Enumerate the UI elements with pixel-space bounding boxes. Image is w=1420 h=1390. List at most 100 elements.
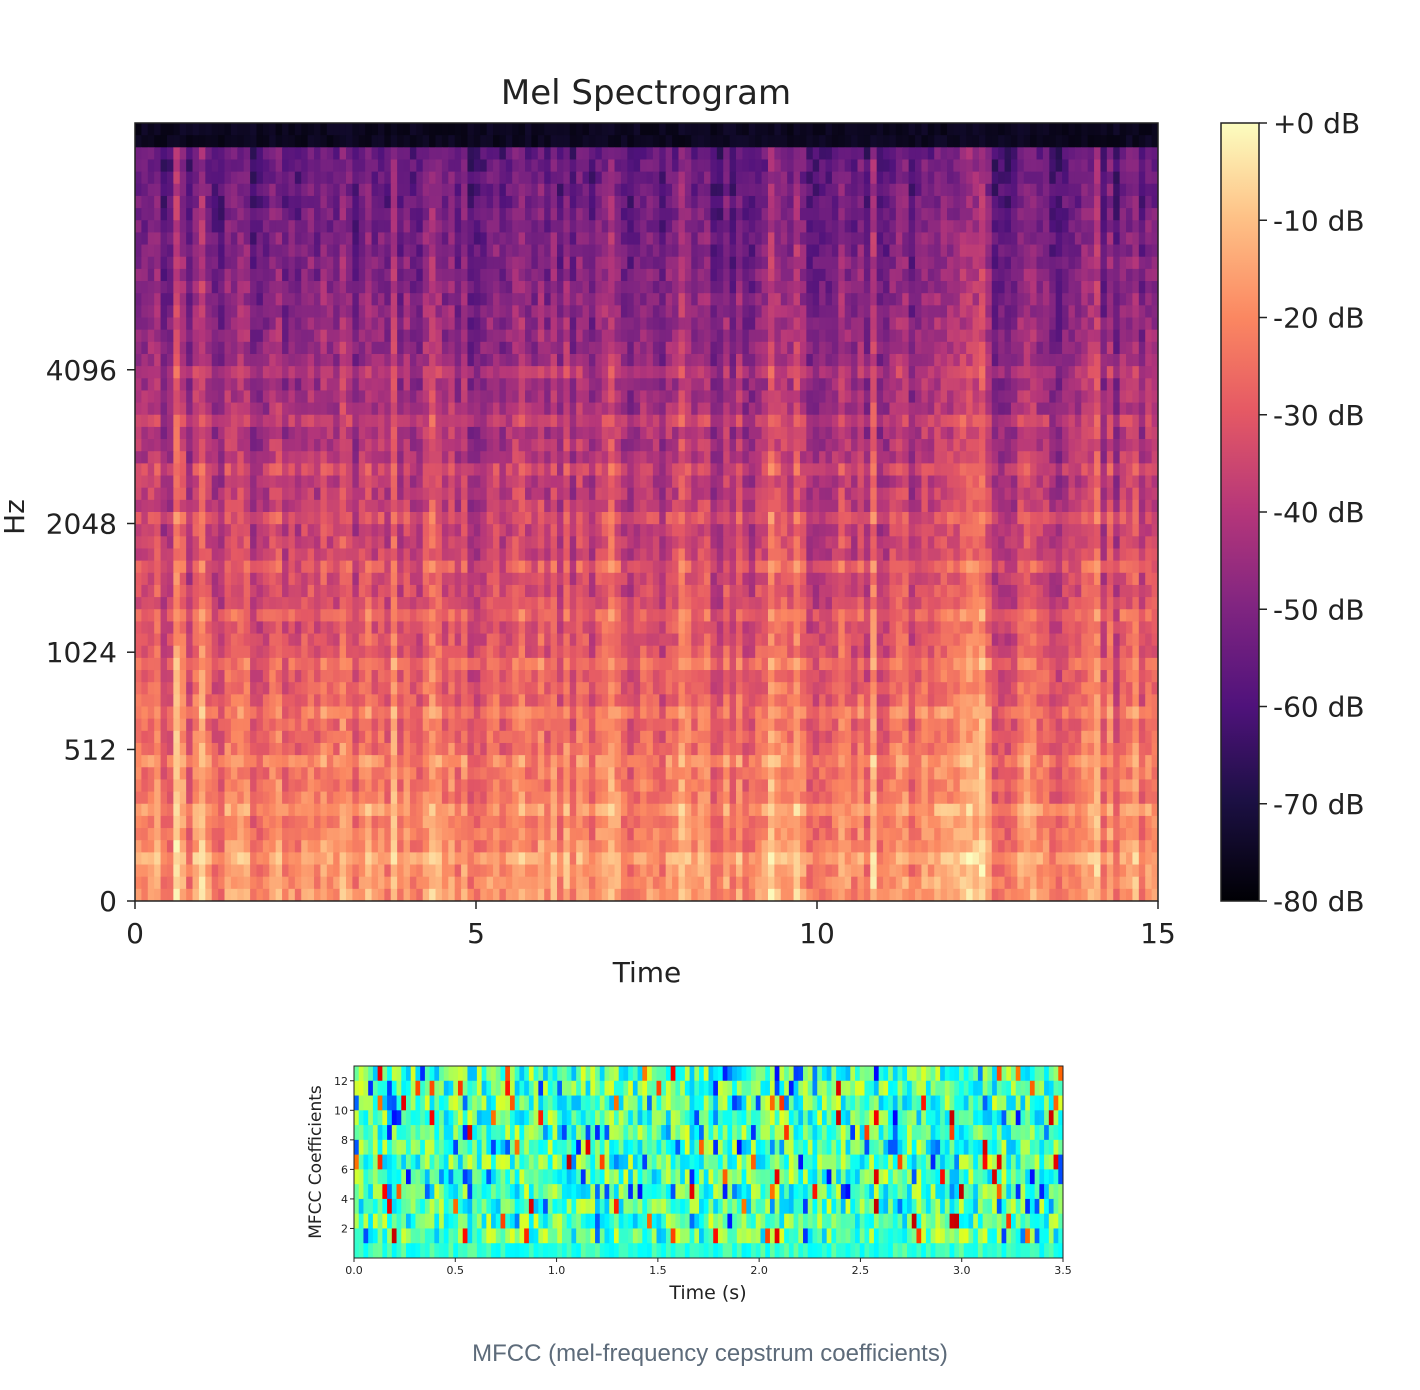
- mel-cell: [269, 195, 277, 209]
- mel-cell: [1113, 439, 1121, 452]
- mel-cell: [326, 499, 334, 513]
- mel-cell: [250, 414, 258, 428]
- mel-cell: [563, 317, 571, 331]
- mel-cell: [537, 329, 545, 343]
- mel-cell: [467, 159, 475, 173]
- mel-cell: [365, 268, 373, 282]
- mel-cell: [838, 256, 846, 270]
- mel-cell: [307, 256, 315, 270]
- mel-cell: [1151, 171, 1158, 185]
- mel-cell: [179, 317, 187, 331]
- mel-cell: [1113, 414, 1121, 428]
- mel-cell: [799, 402, 807, 416]
- mel-cell: [646, 293, 654, 306]
- mel-cell: [147, 463, 155, 477]
- mel-cell: [659, 183, 667, 197]
- mel-cell: [224, 171, 232, 185]
- mel-cell: [947, 244, 954, 258]
- mel-cell: [595, 220, 603, 234]
- mel-cell: [250, 487, 258, 501]
- mel-cell: [294, 475, 302, 489]
- mel-cell: [358, 317, 366, 331]
- mel-cell: [493, 305, 501, 319]
- mel-cell: [1151, 378, 1158, 392]
- mel-cell: [262, 147, 270, 161]
- mel-cell: [186, 256, 194, 270]
- mel-cell: [716, 293, 724, 306]
- mel-cell: [691, 183, 699, 197]
- mel-cell: [397, 366, 405, 379]
- mel-cell: [1126, 183, 1134, 197]
- mel-cell: [838, 268, 846, 282]
- mel-cell: [755, 281, 763, 294]
- mel-cell: [953, 329, 961, 343]
- mel-cell: [665, 244, 673, 258]
- mel-cell: [486, 487, 494, 501]
- mel-cell: [1087, 159, 1095, 173]
- mel-cell: [940, 147, 948, 161]
- mel-cell: [371, 220, 379, 234]
- mel-cell: [186, 232, 194, 246]
- mel-cell: [198, 159, 206, 173]
- mel-cell: [467, 256, 475, 270]
- mel-cell: [736, 475, 743, 489]
- mel-cell: [780, 244, 788, 258]
- mel-cell: [959, 147, 967, 161]
- mel-cell: [652, 135, 660, 148]
- mel-cell: [467, 353, 475, 367]
- mel-cell: [870, 123, 878, 136]
- mel-cell: [704, 268, 712, 282]
- mel-cell: [493, 329, 501, 343]
- mel-cell: [710, 147, 718, 161]
- mel-cell: [1106, 147, 1114, 161]
- mel-cell: [531, 390, 539, 404]
- mel-cell: [390, 147, 398, 161]
- mel-cell: [998, 208, 1006, 221]
- mel-cell: [1010, 244, 1018, 258]
- mel-title: Mel Spectrogram: [501, 73, 791, 113]
- mel-cell: [569, 378, 577, 392]
- mel-cell: [1106, 171, 1114, 185]
- mel-cell: [377, 123, 385, 136]
- mel-cell: [256, 281, 264, 294]
- mel-cell: [895, 414, 903, 428]
- mel-cell: [282, 232, 290, 246]
- mel-cell: [576, 147, 584, 161]
- mel-cell: [947, 487, 954, 501]
- mel-cell: [473, 195, 481, 209]
- mel-cell: [384, 220, 392, 234]
- mel-cell: [748, 353, 756, 367]
- mel-cell: [1036, 487, 1044, 501]
- mel-cell: [282, 147, 290, 161]
- mel-cell: [978, 439, 986, 452]
- mel-cell: [863, 183, 871, 197]
- mel-cell: [883, 341, 891, 355]
- mel-cell: [345, 293, 353, 306]
- mel-cell: [697, 281, 705, 294]
- mel-cell: [1106, 475, 1114, 489]
- mel-cell: [1094, 390, 1102, 404]
- mel-cell: [1145, 329, 1153, 343]
- mel-cell: [1036, 208, 1044, 221]
- mel-cell: [397, 463, 405, 477]
- mel-cell: [230, 293, 238, 306]
- mel-cell: [857, 256, 865, 270]
- mel-cell: [966, 232, 974, 246]
- mel-cell: [218, 366, 226, 379]
- mel-cell: [972, 195, 980, 209]
- mel-cell: [262, 499, 270, 513]
- mel-cell: [998, 353, 1006, 367]
- mel-cell: [806, 232, 814, 246]
- mel-cell: [211, 232, 219, 246]
- mel-cell: [256, 463, 264, 477]
- mel-cell: [294, 244, 302, 258]
- mel-cell: [218, 439, 226, 452]
- mel-cell: [416, 195, 424, 209]
- mel-cell: [345, 390, 353, 404]
- mel-cell: [250, 426, 258, 440]
- mel-cell: [422, 366, 430, 379]
- mel-cell: [889, 317, 897, 331]
- mel-cell: [985, 487, 993, 501]
- mel-cell: [358, 390, 366, 404]
- mel-cell: [135, 195, 142, 209]
